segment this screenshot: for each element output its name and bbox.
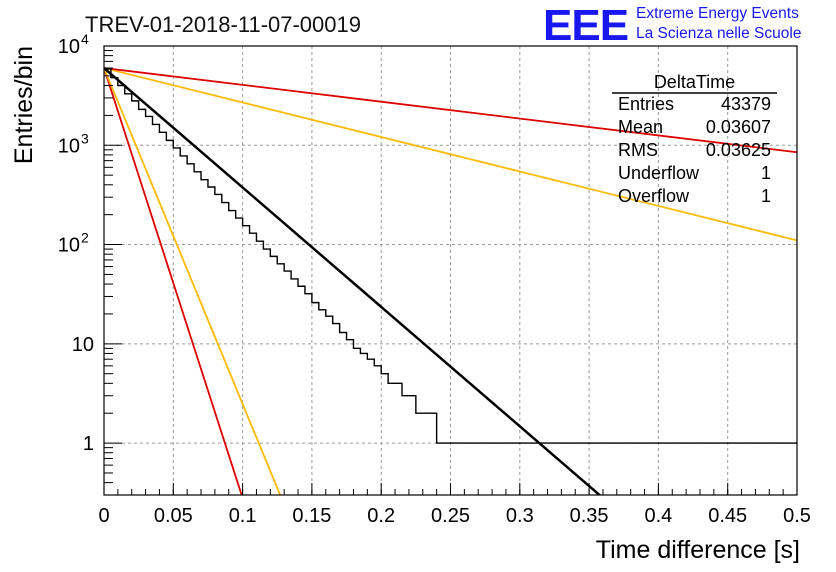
model-curve [104, 67, 797, 242]
stats-label: Entries [618, 94, 674, 114]
y-tick-label: 1 [83, 433, 94, 455]
model-curve [104, 67, 282, 495]
grid [104, 46, 797, 495]
logo-line-2: La Scienza nelle Scuole [636, 25, 802, 42]
eee-logo: EEE [543, 1, 629, 50]
y-axis-label: Entries/bin [10, 46, 38, 164]
stats-label: Overflow [618, 186, 690, 206]
x-tick-label: 0.1 [229, 505, 257, 527]
x-tick-label: 0.15 [292, 505, 331, 527]
stats-label: Underflow [618, 163, 700, 183]
stats-value: 43379 [721, 94, 771, 114]
axis-labels: 0 0.05 0.1 0.15 0.2 0.25 0.3 0.35 0.4 0.45 0.5 1 10 1… [10, 31, 811, 564]
histogram-layer [104, 68, 797, 444]
y-tick-label: 10 [58, 36, 80, 58]
model-curve [104, 67, 243, 495]
stats-value: 1 [761, 163, 771, 183]
y-tick-label: 10 [58, 235, 80, 257]
x-tick-label: 0.05 [154, 505, 193, 527]
fit-layer [104, 67, 602, 495]
x-tick-label: 0.3 [506, 505, 534, 527]
stats-value: 0.03607 [706, 117, 771, 137]
axis-ticks [103, 45, 798, 496]
stats-label: RMS [618, 140, 658, 160]
x-tick-label: 0.2 [367, 505, 395, 527]
y-tick-exponent: 2 [81, 230, 89, 246]
y-tick-exponent: 3 [81, 130, 89, 146]
y-tick-label: 10 [72, 334, 94, 356]
model-curve [104, 67, 797, 154]
y-tick-exponent: 4 [81, 31, 89, 47]
chart-title: TREV-01-2018-11-07-00019 [85, 12, 361, 37]
x-tick-label: 0.35 [570, 505, 609, 527]
x-tick-label: 0.5 [783, 505, 811, 527]
x-tick-label: 0.45 [708, 505, 747, 527]
stats-value: 1 [761, 186, 771, 206]
x-tick-label: 0.25 [431, 505, 470, 527]
fit-line [104, 67, 602, 495]
x-tick-label: 0.4 [644, 505, 672, 527]
y-tick-label: 10 [58, 135, 80, 157]
x-tick-label: 0 [98, 505, 109, 527]
logo-line-1: Extreme Energy Events [636, 5, 799, 22]
x-axis-label: Time difference [s] [596, 536, 800, 564]
curve-layer [104, 67, 797, 495]
stats-label: Mean [618, 117, 663, 137]
stats-title: DeltaTime [654, 72, 735, 92]
stats-value: 0.03625 [706, 140, 771, 160]
histogram-outline [104, 68, 797, 444]
